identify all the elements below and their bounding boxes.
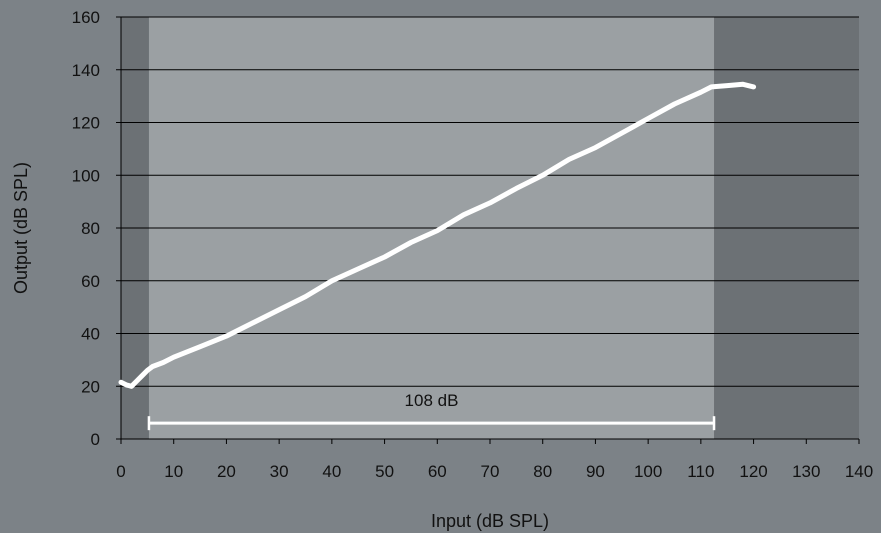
x-tick-label: 90 bbox=[586, 462, 605, 481]
y-tick-label: 80 bbox=[81, 219, 100, 238]
x-tick-label: 40 bbox=[322, 462, 341, 481]
y-tick-labels: 0 20 40 60 80 100 120 140 160 bbox=[72, 8, 121, 449]
x-tick-label: 80 bbox=[533, 462, 552, 481]
y-tick-label: 140 bbox=[72, 61, 100, 80]
x-tick-label: 110 bbox=[687, 462, 714, 481]
x-axis-title: Input (dB SPL) bbox=[431, 511, 549, 531]
y-axis-title: Output (dB SPL) bbox=[11, 162, 31, 294]
y-tick-label: 20 bbox=[81, 377, 100, 396]
annotations: 108 dB bbox=[147, 391, 716, 431]
x-tick-label: 20 bbox=[217, 462, 236, 481]
x-tick-label: 10 bbox=[164, 462, 183, 481]
series-line bbox=[118, 81, 757, 389]
y-tick-label: 160 bbox=[72, 8, 100, 27]
x-tick-label: 140 bbox=[845, 462, 873, 481]
x-tick-label: 120 bbox=[739, 462, 767, 481]
y-tick-label: 100 bbox=[72, 166, 100, 185]
y-tick-label: 60 bbox=[81, 272, 100, 291]
gridlines bbox=[121, 16, 859, 387]
y-tick-label: 0 bbox=[91, 430, 100, 449]
x-tick-label: 50 bbox=[375, 462, 394, 481]
range-label: 108 dB bbox=[405, 391, 459, 410]
x-tick-label: 70 bbox=[481, 462, 500, 481]
x-tick-label: 30 bbox=[270, 462, 289, 481]
x-tick-labels: 0 10 20 30 40 50 60 70 80 90 100 110 120 130 140 bbox=[116, 439, 873, 481]
y-tick-label: 120 bbox=[72, 114, 100, 133]
x-tick-label: 100 bbox=[634, 462, 662, 481]
y-tick-label: 40 bbox=[81, 325, 100, 344]
x-tick-label: 60 bbox=[428, 462, 447, 481]
series-group bbox=[118, 81, 757, 389]
x-tick-label: 0 bbox=[116, 462, 125, 481]
x-tick-label: 130 bbox=[792, 462, 820, 481]
